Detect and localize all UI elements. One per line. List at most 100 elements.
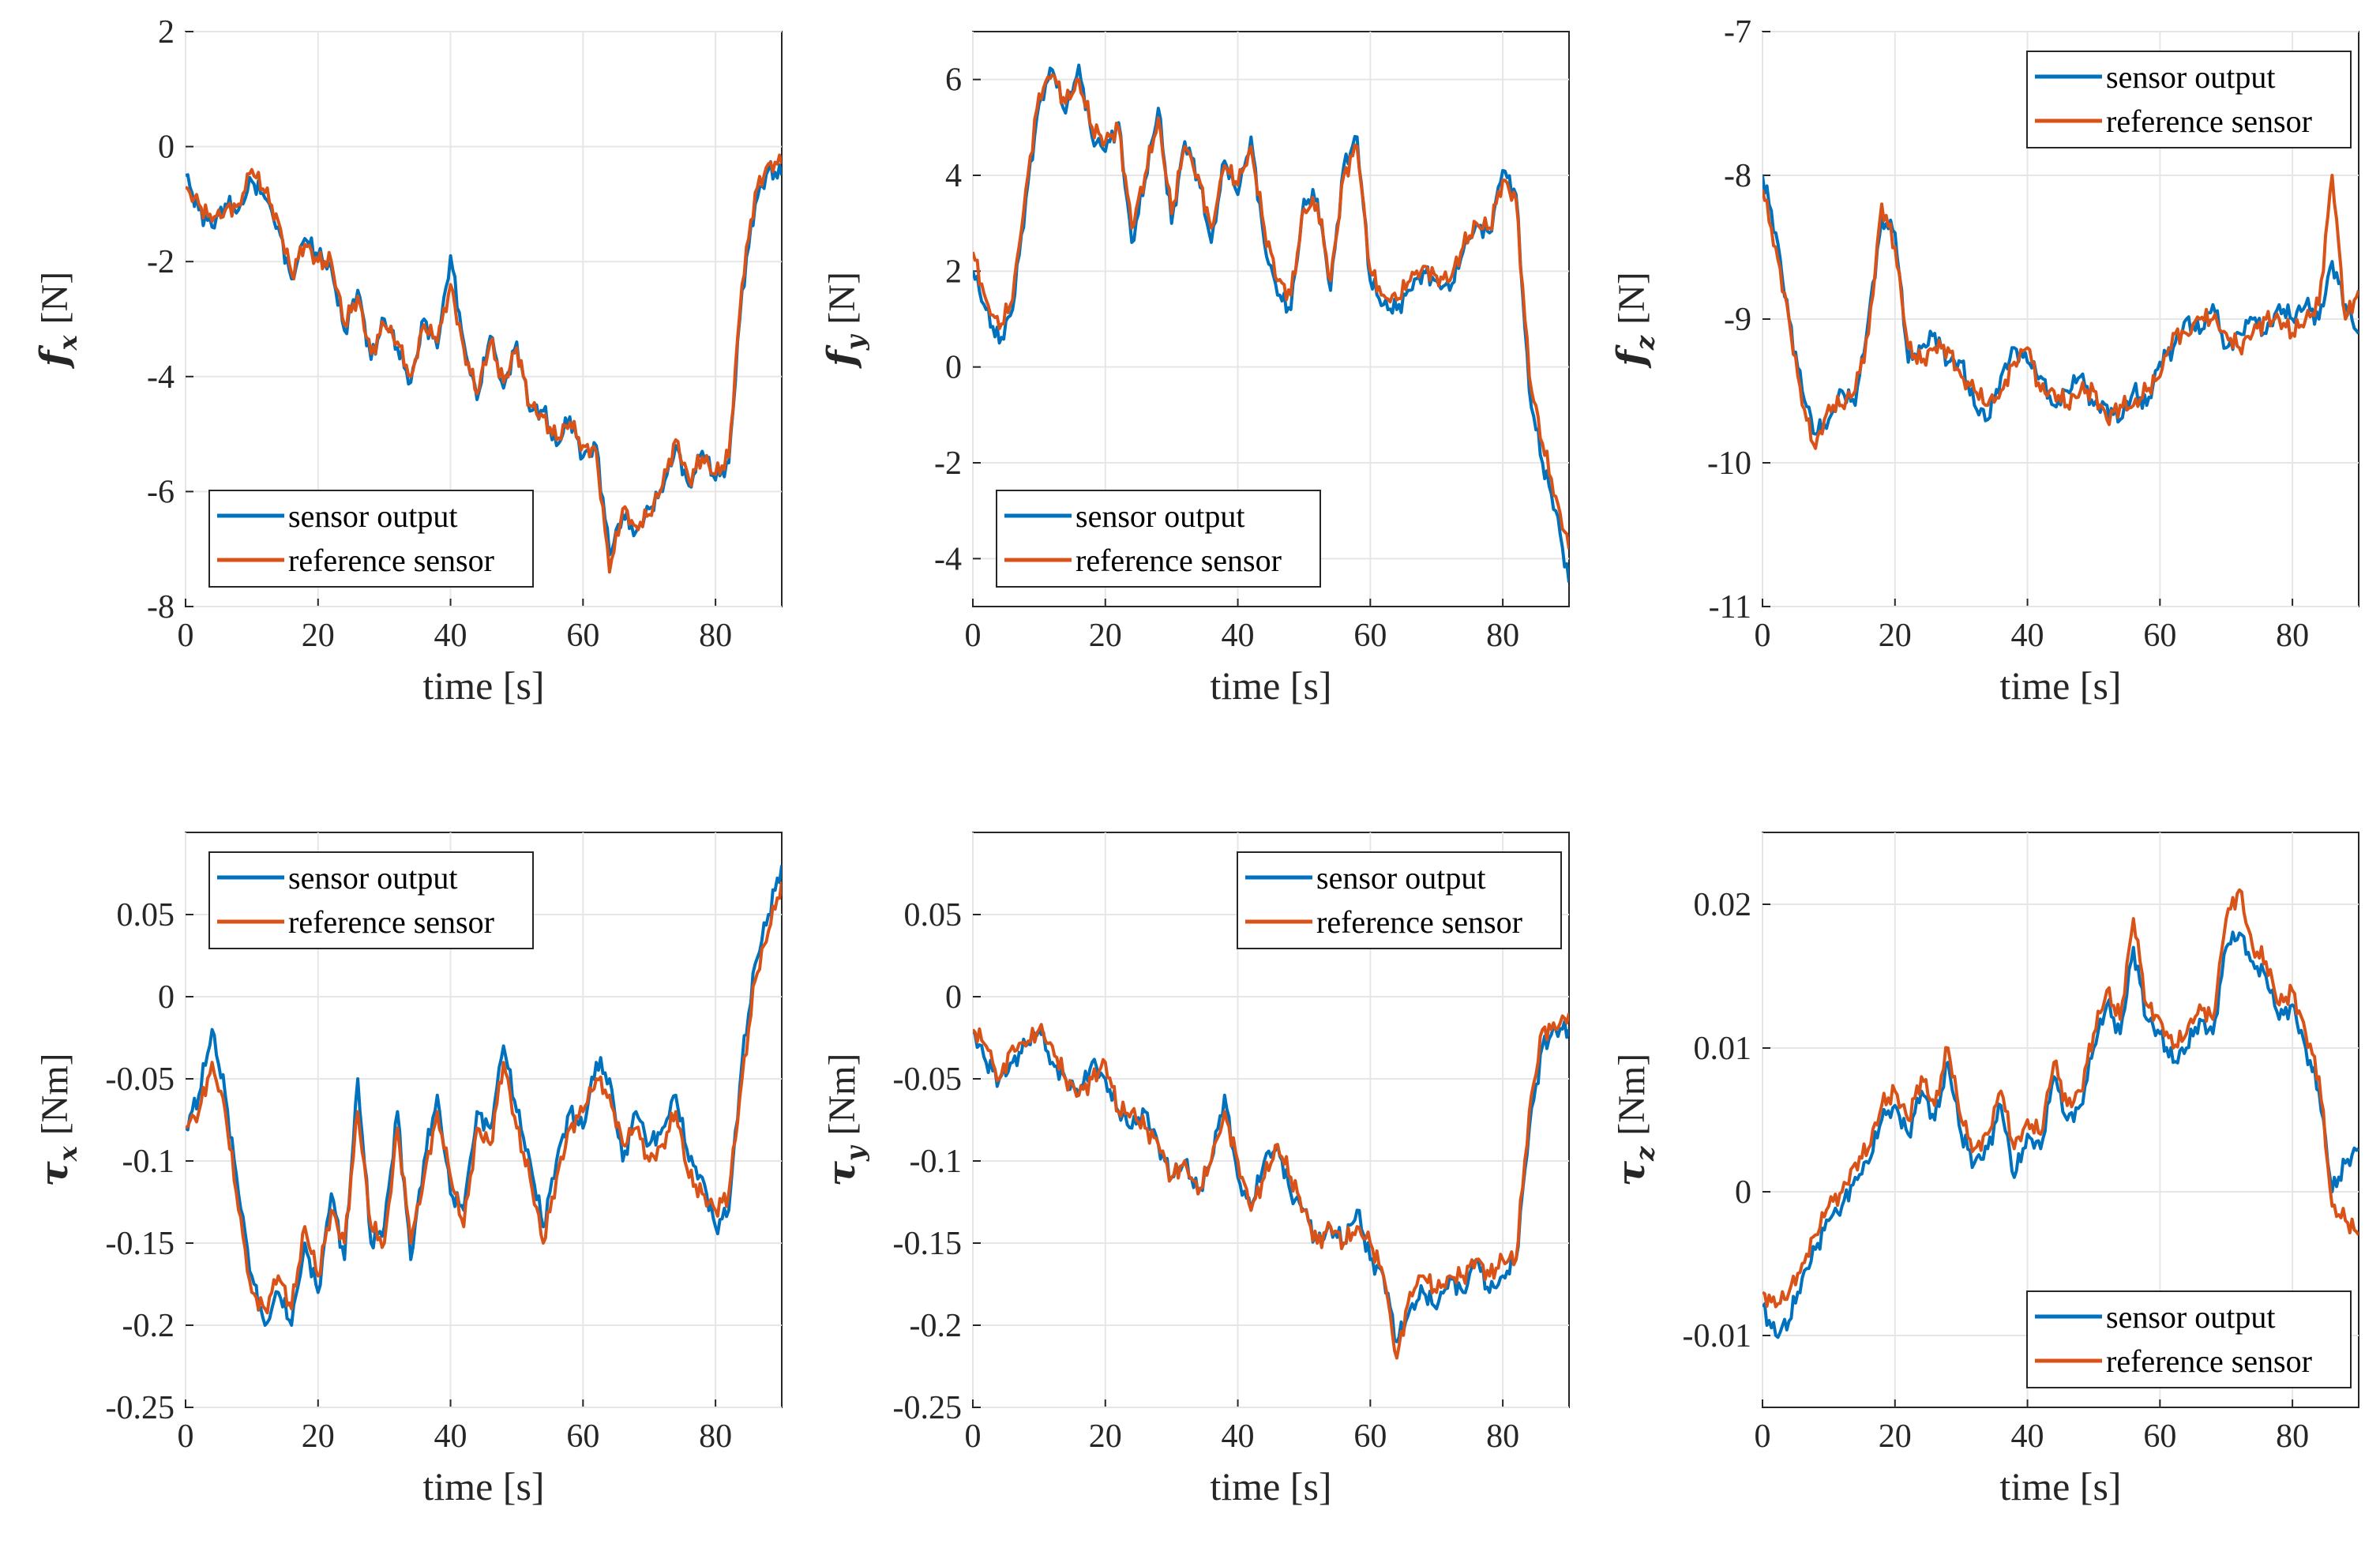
legend-entry: sensor output bbox=[288, 860, 457, 896]
y-axis-subscript: y bbox=[840, 333, 870, 351]
y-tick-label: -0.05 bbox=[893, 1061, 963, 1098]
x-tick-label: 60 bbox=[566, 618, 599, 654]
subplot-tx: 0 20 40 60 80 -0.25 -0.2 -0.15 -0.1 -0.05 0 0.05 tim… bbox=[32, 832, 783, 1508]
subplot-tz: 0 20 40 60 80 -0.01 0 0.01 0.02 time [s] τz [Nm] sen… bbox=[1609, 832, 2359, 1508]
y-tick-label: -0.1 bbox=[122, 1144, 175, 1180]
legend-entry: reference sensor bbox=[1316, 904, 1522, 940]
y-tick-label: -0.15 bbox=[893, 1226, 963, 1262]
legend: sensor output reference sensor bbox=[1237, 851, 1562, 949]
y-axis-label: τx [Nm] bbox=[32, 1053, 83, 1186]
x-tick-label: 40 bbox=[2011, 1418, 2044, 1455]
y-axis-unit: [N] bbox=[34, 272, 76, 325]
y-tick-label: -0.2 bbox=[122, 1308, 175, 1344]
series-line-reference-sensor bbox=[973, 1012, 1569, 1360]
y-tick-label: 0 bbox=[945, 350, 962, 386]
legend: sensor output reference sensor bbox=[2026, 51, 2352, 148]
legend-box bbox=[208, 490, 534, 588]
x-tick-label: 0 bbox=[965, 1418, 982, 1455]
series-line-sensor-output bbox=[186, 160, 782, 557]
y-axis-unit: [N] bbox=[1611, 272, 1653, 325]
legend-box bbox=[1237, 851, 1562, 949]
series-line-reference-sensor bbox=[973, 73, 1569, 550]
y-tick-label: -0.15 bbox=[106, 1226, 175, 1262]
y-tick-label: 0.02 bbox=[1694, 887, 1752, 923]
legend: sensor output reference sensor bbox=[2026, 1290, 2352, 1388]
legend-entry: reference sensor bbox=[1076, 543, 1282, 578]
legend-entry: reference sensor bbox=[288, 904, 494, 940]
y-axis-unit: [N] bbox=[821, 272, 863, 325]
y-tick-label: -10 bbox=[1707, 445, 1751, 482]
legend-box bbox=[996, 490, 1321, 588]
x-axis-label: time [s] bbox=[1210, 663, 1331, 708]
x-tick-label: 0 bbox=[1755, 618, 1771, 654]
y-tick-label: -8 bbox=[1724, 158, 1751, 194]
legend-entry: sensor output bbox=[288, 498, 457, 534]
y-axis-label: fz[N] bbox=[1609, 272, 1660, 368]
subplot-ty: 0 20 40 60 80 -0.25 -0.2 -0.15 -0.1 -0.05 0 0.05 tim… bbox=[820, 832, 1570, 1508]
y-tick-label: 0.05 bbox=[904, 897, 963, 934]
x-tick-label: 40 bbox=[434, 618, 467, 654]
series-line-reference-sensor bbox=[186, 881, 782, 1315]
x-tick-label: 60 bbox=[2143, 618, 2176, 654]
y-tick-label: -0.1 bbox=[910, 1144, 963, 1180]
y-tick-label: -0.01 bbox=[1683, 1318, 1752, 1354]
series-line-reference-sensor bbox=[1762, 888, 2359, 1309]
y-tick-label: 6 bbox=[945, 62, 962, 99]
y-axis-unit: [Nm] bbox=[34, 1053, 76, 1135]
y-tick-label: 4 bbox=[945, 158, 962, 194]
x-tick-label: 80 bbox=[699, 618, 732, 654]
series-line-reference-sensor bbox=[1762, 174, 2359, 450]
legend-box bbox=[2026, 1290, 2352, 1388]
x-tick-label: 20 bbox=[1089, 1418, 1122, 1455]
y-axis-symbol: τ bbox=[32, 1161, 77, 1187]
x-tick-label: 60 bbox=[566, 1418, 599, 1455]
y-tick-label: -7 bbox=[1724, 14, 1751, 51]
x-tick-label: 0 bbox=[1755, 1418, 1771, 1455]
x-tick-label: 0 bbox=[965, 618, 982, 654]
x-tick-label: 40 bbox=[1222, 1418, 1255, 1455]
legend-entry: sensor output bbox=[1076, 498, 1244, 534]
legend-box bbox=[2026, 51, 2352, 148]
legend: sensor output reference sensor bbox=[208, 490, 534, 588]
x-tick-label: 20 bbox=[302, 618, 335, 654]
x-tick-label: 20 bbox=[1879, 618, 1912, 654]
x-axis-label: time [s] bbox=[422, 663, 544, 708]
y-tick-label: -4 bbox=[934, 541, 962, 577]
y-axis-subscript: x bbox=[53, 335, 83, 351]
y-axis-label: fy[N] bbox=[820, 272, 870, 369]
y-axis-subscript: y bbox=[840, 1144, 870, 1162]
y-tick-label: -2 bbox=[147, 244, 175, 280]
y-tick-label: -0.25 bbox=[106, 1390, 175, 1426]
legend-entry: sensor output bbox=[2106, 59, 2275, 95]
y-tick-label: -6 bbox=[147, 474, 175, 510]
y-tick-label: -2 bbox=[934, 445, 962, 482]
legend: sensor output reference sensor bbox=[996, 490, 1321, 588]
x-tick-label: 80 bbox=[1486, 618, 1519, 654]
x-axis-label: time [s] bbox=[422, 1464, 544, 1508]
x-tick-label: 80 bbox=[2276, 1418, 2309, 1455]
series-line-sensor-output bbox=[1762, 175, 2359, 436]
x-tick-label: 40 bbox=[434, 1418, 467, 1455]
y-tick-label: 0.05 bbox=[117, 897, 175, 934]
y-axis-symbol: τ bbox=[820, 1160, 864, 1186]
y-axis-subscript: z bbox=[1630, 1146, 1660, 1162]
y-axis-subscript: x bbox=[53, 1145, 83, 1162]
y-tick-label: -8 bbox=[147, 589, 175, 625]
x-tick-label: 60 bbox=[2143, 1418, 2176, 1455]
y-tick-label: -0.05 bbox=[106, 1061, 175, 1098]
legend-entry: reference sensor bbox=[288, 543, 494, 578]
x-tick-label: 80 bbox=[2276, 618, 2309, 654]
y-tick-label: 0 bbox=[945, 979, 962, 1016]
y-tick-label: 0 bbox=[1735, 1174, 1751, 1211]
x-tick-label: 80 bbox=[1486, 1418, 1519, 1455]
y-tick-label: 0 bbox=[158, 130, 175, 166]
y-axis-label: fx[N] bbox=[32, 272, 83, 369]
y-axis-label: τy [Nm] bbox=[820, 1054, 870, 1187]
y-tick-label: 0.01 bbox=[1694, 1031, 1752, 1067]
x-tick-label: 0 bbox=[178, 618, 194, 654]
y-axis-unit: [Nm] bbox=[1611, 1054, 1653, 1136]
x-axis-label: time [s] bbox=[1999, 663, 2121, 708]
